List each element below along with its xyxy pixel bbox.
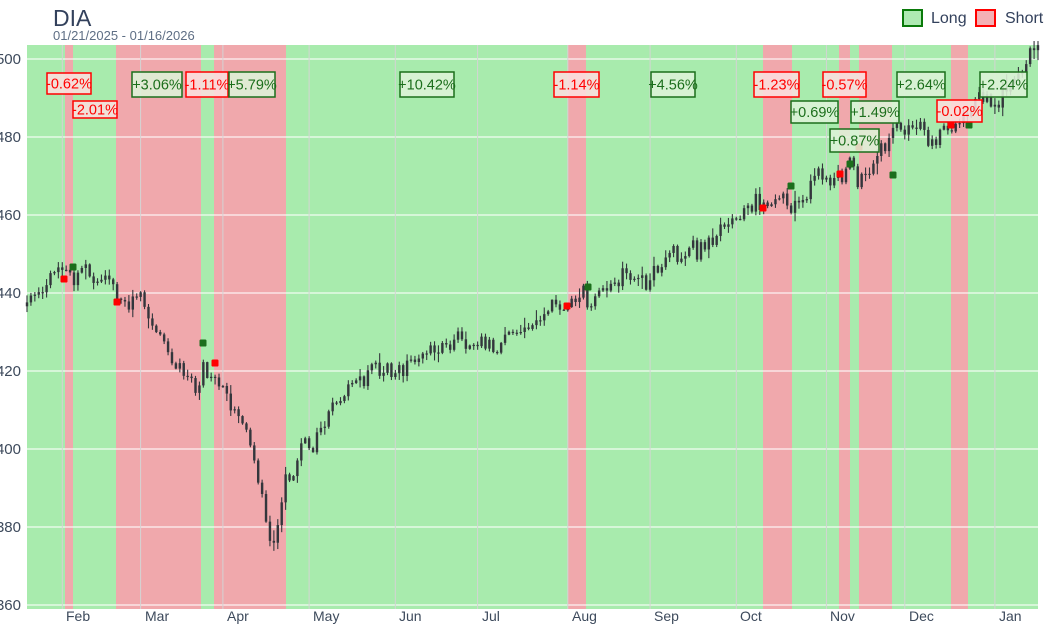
svg-text:360: 360 [0, 597, 21, 614]
svg-text:+4.56%: +4.56% [648, 78, 698, 94]
svg-text:+1.49%: +1.49% [850, 105, 900, 121]
svg-text:-0.62%: -0.62% [46, 77, 92, 93]
svg-text:+0.87%: +0.87% [830, 134, 880, 150]
svg-text:-1.14%: -1.14% [554, 78, 600, 94]
svg-text:-0.57%: -0.57% [822, 78, 868, 94]
svg-text:500: 500 [0, 51, 21, 68]
svg-text:-0.02%: -0.02% [937, 104, 983, 120]
svg-text:Aug: Aug [572, 608, 597, 624]
svg-text:480: 480 [0, 129, 21, 146]
svg-text:Sep: Sep [654, 608, 679, 624]
svg-text:-1.23%: -1.23% [754, 78, 800, 94]
svg-text:+2.64%: +2.64% [896, 78, 946, 94]
svg-text:400: 400 [0, 441, 21, 458]
svg-text:+3.06%: +3.06% [132, 78, 182, 94]
svg-text:440: 440 [0, 285, 21, 302]
svg-text:+5.79%: +5.79% [227, 78, 277, 94]
svg-text:460: 460 [0, 207, 21, 224]
svg-text:Oct: Oct [740, 608, 762, 624]
svg-text:-2.01%: -2.01% [72, 103, 118, 119]
svg-text:380: 380 [0, 519, 21, 536]
svg-text:-1.11%: -1.11% [185, 78, 230, 94]
svg-text:+10.42%: +10.42% [398, 78, 456, 94]
svg-text:Apr: Apr [227, 608, 249, 624]
svg-text:+2.24%: +2.24% [979, 78, 1029, 94]
svg-text:Jul: Jul [482, 608, 500, 624]
svg-text:Jan: Jan [999, 608, 1022, 624]
svg-text:Nov: Nov [830, 608, 855, 624]
svg-text:Jun: Jun [399, 608, 422, 624]
svg-text:+0.69%: +0.69% [790, 105, 840, 121]
svg-text:420: 420 [0, 363, 21, 380]
svg-text:Feb: Feb [66, 608, 90, 624]
svg-text:May: May [313, 608, 339, 624]
svg-text:Mar: Mar [145, 608, 169, 624]
svg-text:Dec: Dec [909, 608, 934, 624]
